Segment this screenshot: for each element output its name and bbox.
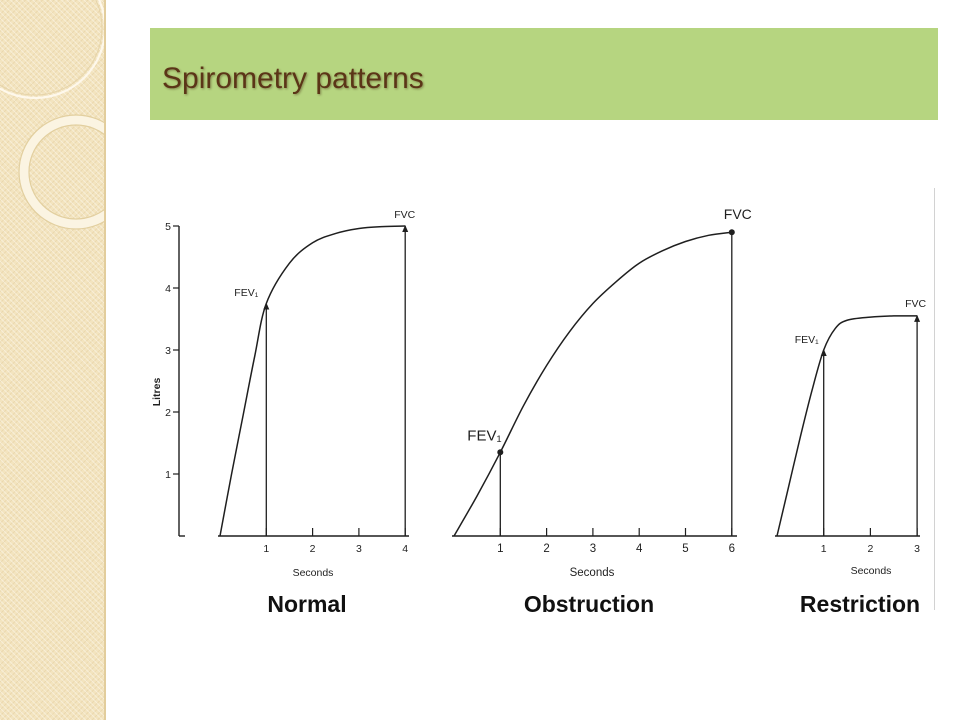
decorative-circle	[0, 0, 103, 96]
caption-restriction: Restriction	[799, 591, 921, 617]
x-tick-label: 2	[867, 543, 873, 555]
decorative-ring-outline	[18, 114, 104, 230]
y-axis-label: Litres	[151, 378, 163, 407]
fvc-label: FVC	[905, 298, 926, 310]
decorative-sidebar	[0, 0, 106, 720]
x-tick-label: 3	[590, 543, 596, 555]
x-tick-label: 4	[402, 543, 408, 555]
fev1-marker	[820, 349, 827, 356]
caption-normal: Normal	[267, 591, 347, 617]
decorative-ring-outline	[28, 124, 104, 220]
x-tick-label: 2	[310, 543, 316, 555]
y-tick-label: 4	[165, 283, 171, 295]
x-tick-label: 5	[682, 543, 688, 555]
chart-normal: 1 2 3 4 Seconds 1 2 3 4 5 Litres FEV₁ FVC	[151, 209, 416, 579]
fev1-label: FEV₁	[467, 427, 501, 444]
chart-obstruction: 1 2 3 4 5 6 Seconds FEV₁ FVC	[452, 206, 752, 579]
x-axis-label: Seconds	[851, 565, 892, 577]
spirometry-charts: 1 2 3 4 Seconds 1 2 3 4 5 Litres FEV₁ FVC 1 2 3 4 5 6 Seco…	[151, 206, 927, 579]
decorative-ring	[19, 115, 104, 229]
x-tick-label: 2	[543, 543, 549, 555]
x-tick-label: 1	[263, 543, 269, 555]
fev1-marker	[497, 449, 504, 456]
x-axis-label: Seconds	[570, 567, 615, 579]
chart-restriction: 1 2 3 Seconds FEV₁ FVC	[775, 298, 927, 577]
caption-obstruction: Obstruction	[523, 591, 655, 617]
sidebar-decoration	[0, 0, 104, 230]
x-tick-label: 1	[821, 543, 827, 555]
spirometry-curve	[453, 231, 732, 537]
y-tick-label: 1	[165, 469, 171, 481]
fev1-label: FEV₁	[234, 287, 258, 299]
x-tick-label: 3	[914, 543, 920, 555]
x-tick-label: 6	[729, 543, 735, 555]
slide-title: Spirometry patterns	[162, 62, 424, 95]
y-tick-label: 2	[165, 407, 171, 419]
x-tick-label: 3	[356, 543, 362, 555]
fev1-label: FEV₁	[795, 334, 819, 346]
decorative-circle	[0, 0, 104, 100]
fvc-marker	[914, 314, 921, 322]
spirometry-curve	[776, 315, 918, 537]
title-bar: Spirometry patterns	[150, 28, 938, 120]
fvc-marker	[402, 225, 409, 232]
y-tick-label: 5	[165, 221, 171, 233]
fev1-marker	[263, 302, 270, 310]
fvc-marker	[728, 229, 735, 236]
y-tick-label: 3	[165, 345, 171, 357]
x-tick-label: 4	[636, 543, 643, 555]
x-tick-label: 1	[497, 543, 503, 555]
spirometry-curve	[219, 225, 406, 537]
x-axis-label: Seconds	[293, 567, 334, 579]
spirometry-figure: 1 2 3 4 Seconds 1 2 3 4 5 Litres FEV₁ FVC 1 2 3 4 5 6 Seco…	[150, 188, 935, 610]
fvc-label: FVC	[724, 206, 752, 222]
fvc-label: FVC	[394, 209, 415, 221]
